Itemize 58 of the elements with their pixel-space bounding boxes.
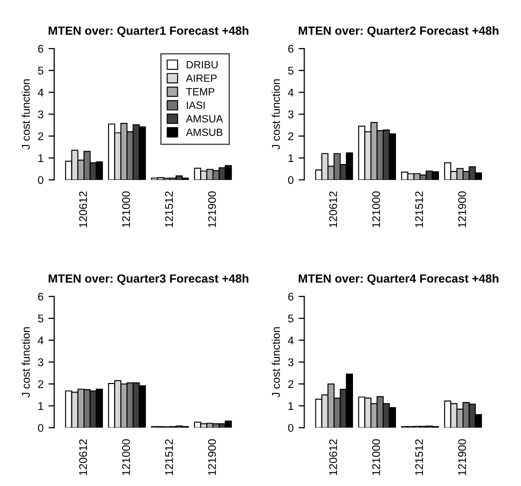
y-tick-label: 3 [288,110,294,118]
x-tick-label: 120612 [79,191,87,228]
y-tick-label: 6 [38,292,44,301]
chart-title: MTEN over: Quarter4 Forecast +48h [298,274,498,285]
x-tick-label: 120612 [329,439,338,476]
y-tick-label: 1 [38,402,44,410]
y-tick-label: 6 [288,292,294,301]
legend-label: DRIBU [186,61,218,68]
y-tick-label: 0 [288,424,294,432]
y-tick-label: 5 [288,66,294,75]
x-tick-label: 121512 [165,191,173,228]
chart-title: MTEN over: Quarter2 Forecast +48h [298,26,498,38]
y-tick-label: 2 [38,380,44,388]
y-tick-label: 4 [38,336,44,344]
legend-label: AIREP [186,74,217,82]
y-tick-label: 5 [38,314,44,322]
legend-label: AMSUB [186,128,222,136]
y-tick-label: 3 [288,358,294,366]
y-tick-label: 0 [38,424,44,432]
y-tick-label: 0 [38,176,44,184]
x-tick-label: 121000 [372,191,380,228]
x-tick-label: 121000 [122,439,130,476]
x-tick-label: 121512 [415,439,424,476]
x-tick-label: 121000 [372,439,380,476]
y-axis-title: J cost function [22,327,30,398]
y-axis-title: J cost function [22,79,30,150]
y-tick-label: 2 [288,132,294,140]
x-tick-label: 121512 [165,439,173,476]
y-tick-label: 4 [38,88,44,96]
x-tick-label: 121900 [208,439,216,476]
y-tick-label: 6 [38,44,44,53]
y-tick-label: 1 [288,402,294,410]
y-tick-label: 4 [288,88,294,96]
y-tick-label: 2 [288,380,294,388]
y-tick-label: 4 [288,336,294,344]
x-tick-label: 121900 [458,191,466,228]
legend-label: IASI [186,102,205,109]
legend-label: TEMP [186,88,214,96]
y-tick-label: 3 [38,358,44,366]
legend-label: AMSUA [186,115,223,122]
x-tick-label: 121512 [415,191,424,228]
x-tick-label: 121000 [122,191,130,228]
y-tick-label: 0 [288,176,294,184]
y-tick-label: 1 [288,154,294,162]
chart-title: MTEN over: Quarter3 Forecast +48h [48,274,248,285]
y-tick-label: 5 [288,314,294,322]
x-tick-label: 120612 [329,191,338,228]
y-tick-label: 3 [38,110,44,118]
y-tick-label: 2 [38,132,44,140]
x-tick-label: 121900 [208,191,216,228]
y-tick-label: 6 [288,44,294,53]
chart-title: MTEN over: Quarter1 Forecast +48h [48,26,248,38]
x-tick-label: 120612 [79,439,87,476]
y-tick-label: 5 [38,66,44,75]
y-tick-label: 1 [38,154,44,162]
y-axis-title: J cost function [272,79,280,150]
y-axis-title: J cost function [272,327,280,398]
x-tick-label: 121900 [458,439,466,476]
